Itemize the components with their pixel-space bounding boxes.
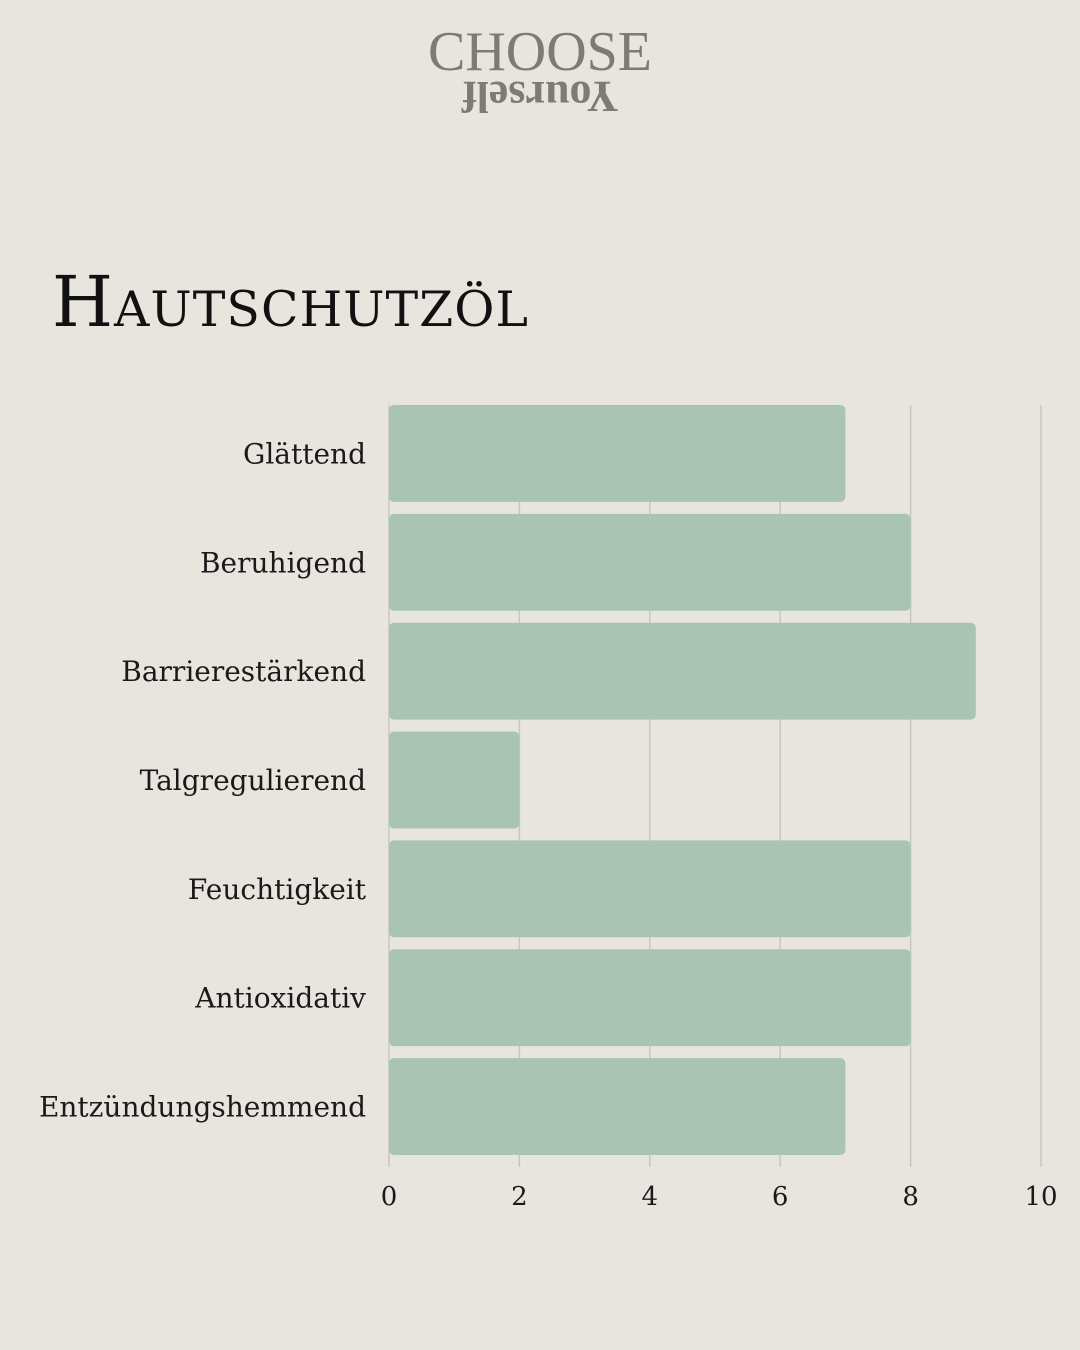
category-label-2: Barrierestärkend xyxy=(121,655,366,688)
category-label-6: Entzündungshemmend xyxy=(39,1091,366,1124)
bar-0 xyxy=(389,405,846,502)
category-label-4: Feuchtigkeit xyxy=(188,873,367,906)
x-tick-label-3: 6 xyxy=(772,1182,789,1212)
bar-2 xyxy=(389,622,976,720)
bar-6 xyxy=(389,1058,846,1156)
bar-5 xyxy=(389,949,911,1047)
x-axis-ticks: 0 2 4 6 8 10 xyxy=(381,1182,1058,1212)
x-tick-label-0: 0 xyxy=(381,1182,398,1212)
chart-title: Hautschutzöl xyxy=(52,261,529,343)
x-tick-label-5: 10 xyxy=(1024,1182,1057,1212)
category-label-1: Beruhigend xyxy=(200,546,366,579)
x-tick-label-1: 2 xyxy=(511,1182,528,1212)
logo-top-text: CHOOSE xyxy=(427,21,653,83)
category-label-3: Talgregulierend xyxy=(140,764,366,797)
x-tick-label-2: 4 xyxy=(642,1182,659,1212)
bar-4 xyxy=(389,840,911,938)
bar-1 xyxy=(389,513,911,611)
bars xyxy=(389,405,976,1156)
bar-3 xyxy=(389,731,520,829)
x-tick-label-4: 8 xyxy=(902,1182,919,1212)
category-label-0: Glättend xyxy=(243,437,366,470)
brand-logo: CHOOSE Yourself xyxy=(0,21,1080,121)
category-labels: Glättend Beruhigend Barrierestärkend Talgre… xyxy=(39,437,367,1123)
category-label-5: Antioxidativ xyxy=(194,982,366,1015)
